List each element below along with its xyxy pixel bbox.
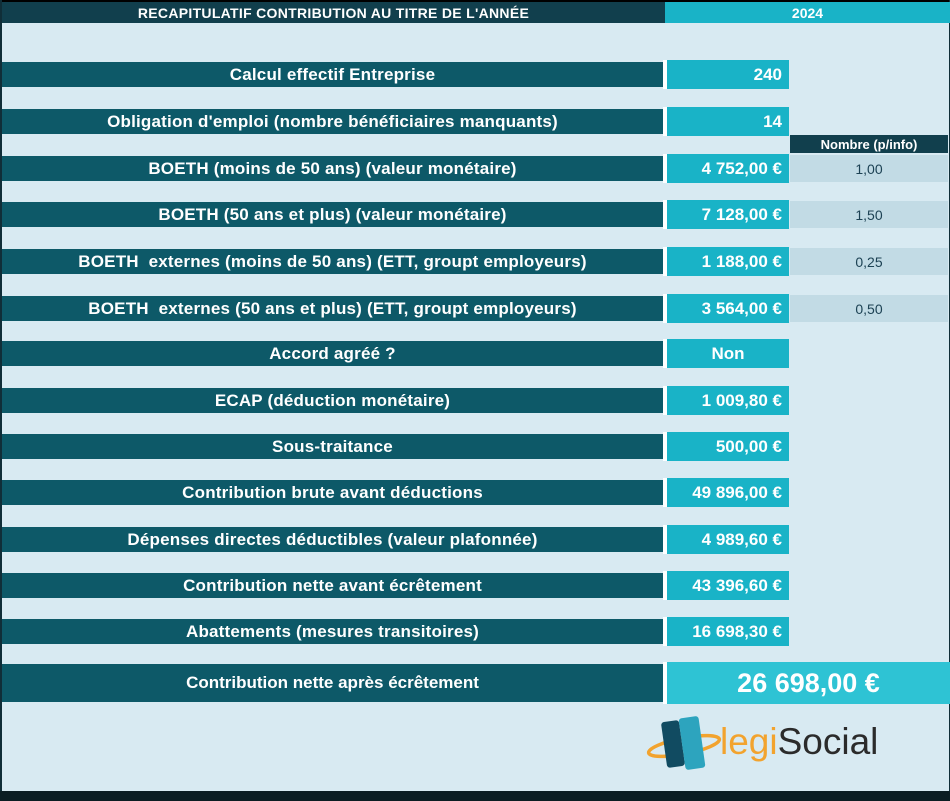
row-value-contribution-nette-avant[interactable]: 43 396,60 € xyxy=(663,571,789,600)
row-label-boeth-50-plus: BOETH (50 ans et plus) (valeur monétaire… xyxy=(2,202,663,227)
row-label-contribution-brute: Contribution brute avant déductions xyxy=(2,480,663,505)
row-value-accord-agree[interactable]: Non xyxy=(663,339,789,368)
row-label-ecap: ECAP (déduction monétaire) xyxy=(2,388,663,413)
row-label-boeth-externes-50-plus: BOETH externes (50 ans et plus) (ETT, gr… xyxy=(2,296,663,321)
row-value-boeth-externes-50-plus[interactable]: 3 564,00 € xyxy=(663,294,789,323)
row-value-sous-traitance[interactable]: 500,00 € xyxy=(663,432,789,461)
row-value-boeth-externes-moins-50[interactable]: 1 188,00 € xyxy=(663,247,789,276)
row-label-accord-agree: Accord agréé ? xyxy=(2,341,663,366)
logo-text-social: Social xyxy=(777,720,879,762)
row-value-boeth-50-plus[interactable]: 7 128,00 € xyxy=(663,200,789,229)
row-info-boeth-externes-50-plus: 0,50 xyxy=(790,295,948,322)
row-value-contribution-brute[interactable]: 49 896,00 € xyxy=(663,478,789,507)
row-label-contribution-nette-apres: Contribution nette après écrêtement xyxy=(2,664,663,702)
header-year-cell[interactable]: 2024 xyxy=(665,2,950,23)
row-label-depenses-directes: Dépenses directes déductibles (valeur pl… xyxy=(2,527,663,552)
row-label-boeth-moins-50: BOETH (moins de 50 ans) (valeur monétair… xyxy=(2,156,663,181)
logo-wordmark: legiSocial xyxy=(720,723,878,760)
row-value-obligation-emploi[interactable]: 14 xyxy=(663,107,789,136)
legisocial-logo[interactable]: legiSocial xyxy=(646,706,936,776)
row-info-boeth-50-plus: 1,50 xyxy=(790,201,948,228)
row-label-obligation-emploi: Obligation d'emploi (nombre bénéficiaire… xyxy=(2,109,663,134)
row-label-boeth-externes-moins-50: BOETH externes (moins de 50 ans) (ETT, g… xyxy=(2,249,663,274)
row-info-boeth-moins-50: 1,00 xyxy=(790,155,948,182)
row-value-calcul-effectif[interactable]: 240 xyxy=(663,60,789,89)
row-label-sous-traitance: Sous-traitance xyxy=(2,434,663,459)
row-info-boeth-externes-moins-50: 0,25 xyxy=(790,248,948,275)
row-value-depenses-directes[interactable]: 4 989,60 € xyxy=(663,525,789,554)
row-label-contribution-nette-avant: Contribution nette avant écrêtement xyxy=(2,573,663,598)
bottom-border-bar xyxy=(0,791,950,801)
row-value-contribution-nette-apres: 26 698,00 € xyxy=(663,662,950,704)
row-label-abattements: Abattements (mesures transitoires) xyxy=(2,619,663,644)
left-border xyxy=(0,0,2,801)
row-label-calcul-effectif: Calcul effectif Entreprise xyxy=(2,62,663,87)
row-value-boeth-moins-50[interactable]: 4 752,00 € xyxy=(663,154,789,183)
top-border xyxy=(0,0,950,2)
header-title: RECAPITULATIF CONTRIBUTION AU TITRE DE L… xyxy=(2,2,665,23)
info-column-header: Nombre (p/info) xyxy=(790,135,948,153)
legisocial-icon xyxy=(646,716,722,770)
row-value-abattements[interactable]: 16 698,30 € xyxy=(663,617,789,646)
row-value-ecap[interactable]: 1 009,80 € xyxy=(663,386,789,415)
logo-text-legi: legi xyxy=(720,720,778,762)
